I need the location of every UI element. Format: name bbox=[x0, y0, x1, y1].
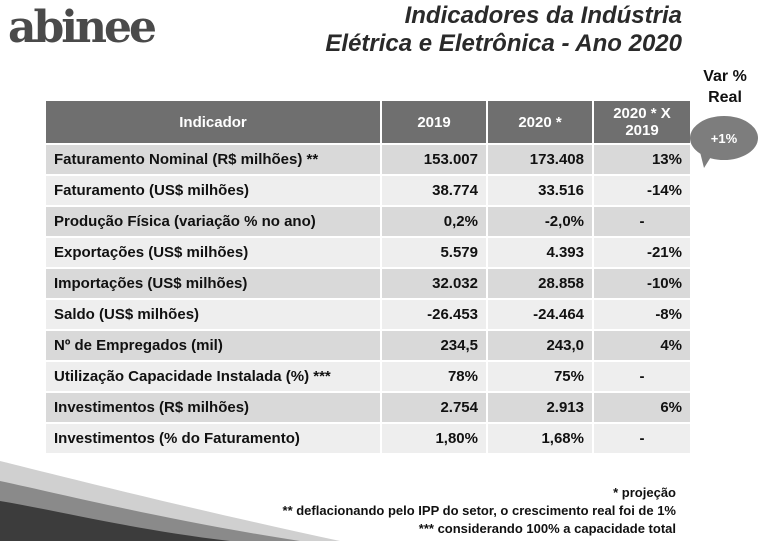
value-2020: 75% bbox=[488, 362, 592, 391]
indicators-table: Indicador 2019 2020 * 2020 * X 2019 Fatu… bbox=[44, 99, 692, 455]
footnotes: * projeção ** deflacionando pelo IPP do … bbox=[283, 484, 676, 538]
decorative-swoosh bbox=[0, 461, 340, 541]
value-variation: -14% bbox=[594, 176, 690, 205]
value-variation: 13% bbox=[594, 145, 690, 174]
table-row: Exportações (US$ milhões) 5.579 4.393 -2… bbox=[46, 238, 690, 267]
footnote-1: * projeção bbox=[613, 485, 676, 500]
table-row: Importações (US$ milhões) 32.032 28.858 … bbox=[46, 269, 690, 298]
row-label: Faturamento Nominal (R$ milhões) ** bbox=[46, 145, 380, 174]
value-variation: -8% bbox=[594, 300, 690, 329]
table-row: Saldo (US$ milhões) -26.453 -24.464 -8% bbox=[46, 300, 690, 329]
table-row: Produção Física (variação % no ano) 0,2%… bbox=[46, 207, 690, 236]
value-variation: -10% bbox=[594, 269, 690, 298]
value-2020: 33.516 bbox=[488, 176, 592, 205]
value-variation: 6% bbox=[594, 393, 690, 422]
value-variation: -21% bbox=[594, 238, 690, 267]
value-2019: 5.579 bbox=[382, 238, 486, 267]
row-label: Exportações (US$ milhões) bbox=[46, 238, 380, 267]
value-2020: 28.858 bbox=[488, 269, 592, 298]
row-label: Saldo (US$ milhões) bbox=[46, 300, 380, 329]
row-label: Investimentos (% do Faturamento) bbox=[46, 424, 380, 453]
var-real-label-line-1: Var % bbox=[703, 68, 747, 85]
value-2020: -2,0% bbox=[488, 207, 592, 236]
table-row: Nº de Empregados (mil) 234,5 243,0 4% bbox=[46, 331, 690, 360]
value-2020: 173.408 bbox=[488, 145, 592, 174]
table-header-row: Indicador 2019 2020 * 2020 * X 2019 bbox=[46, 101, 690, 143]
value-2019: 2.754 bbox=[382, 393, 486, 422]
value-2019: 153.007 bbox=[382, 145, 486, 174]
row-label: Faturamento (US$ milhões) bbox=[46, 176, 380, 205]
header-2020-x-2019: 2020 * X 2019 bbox=[594, 101, 690, 143]
value-2019: 234,5 bbox=[382, 331, 486, 360]
bubble-tail bbox=[700, 152, 714, 168]
value-2019: -26.453 bbox=[382, 300, 486, 329]
value-2020: -24.464 bbox=[488, 300, 592, 329]
row-label: Utilização Capacidade Instalada (%) *** bbox=[46, 362, 380, 391]
value-variation: 4% bbox=[594, 331, 690, 360]
row-label: Produção Física (variação % no ano) bbox=[46, 207, 380, 236]
footnote-2: ** deflacionando pelo IPP do setor, o cr… bbox=[282, 503, 676, 518]
row-label: Investimentos (R$ milhões) bbox=[46, 393, 380, 422]
value-2019: 0,2% bbox=[382, 207, 486, 236]
table-row: Investimentos (% do Faturamento) 1,80% 1… bbox=[46, 424, 690, 453]
var-real-label: Var % Real bbox=[695, 66, 755, 108]
value-variation: - bbox=[594, 362, 690, 391]
table-row: Faturamento Nominal (R$ milhões) ** 153.… bbox=[46, 145, 690, 174]
title-line-1: Indicadores da Indústria bbox=[404, 2, 682, 29]
row-label: Importações (US$ milhões) bbox=[46, 269, 380, 298]
title-line-2: Elétrica e Eletrônica - Ano 2020 bbox=[325, 30, 682, 57]
value-2020: 2.913 bbox=[488, 393, 592, 422]
abinee-logo: abinee bbox=[8, 2, 157, 53]
table-row: Faturamento (US$ milhões) 38.774 33.516 … bbox=[46, 176, 690, 205]
table-row: Investimentos (R$ milhões) 2.754 2.913 6… bbox=[46, 393, 690, 422]
value-2020: 243,0 bbox=[488, 331, 592, 360]
value-variation: - bbox=[594, 424, 690, 453]
header-indicador: Indicador bbox=[46, 101, 380, 143]
value-2020: 1,68% bbox=[488, 424, 592, 453]
table-row: Utilização Capacidade Instalada (%) *** … bbox=[46, 362, 690, 391]
header-2019: 2019 bbox=[382, 101, 486, 143]
footnote-3: *** considerando 100% a capacidade total bbox=[418, 521, 676, 536]
value-2019: 32.032 bbox=[382, 269, 486, 298]
value-2019: 38.774 bbox=[382, 176, 486, 205]
value-2019: 1,80% bbox=[382, 424, 486, 453]
header-2020: 2020 * bbox=[488, 101, 592, 143]
row-label: Nº de Empregados (mil) bbox=[46, 331, 380, 360]
value-2019: 78% bbox=[382, 362, 486, 391]
value-variation: - bbox=[594, 207, 690, 236]
var-real-label-line-2: Real bbox=[708, 89, 742, 106]
value-2020: 4.393 bbox=[488, 238, 592, 267]
page-title: Indicadores da Indústria Elétrica e Elet… bbox=[325, 2, 682, 58]
var-real-bubble-text: +1% bbox=[710, 130, 738, 146]
